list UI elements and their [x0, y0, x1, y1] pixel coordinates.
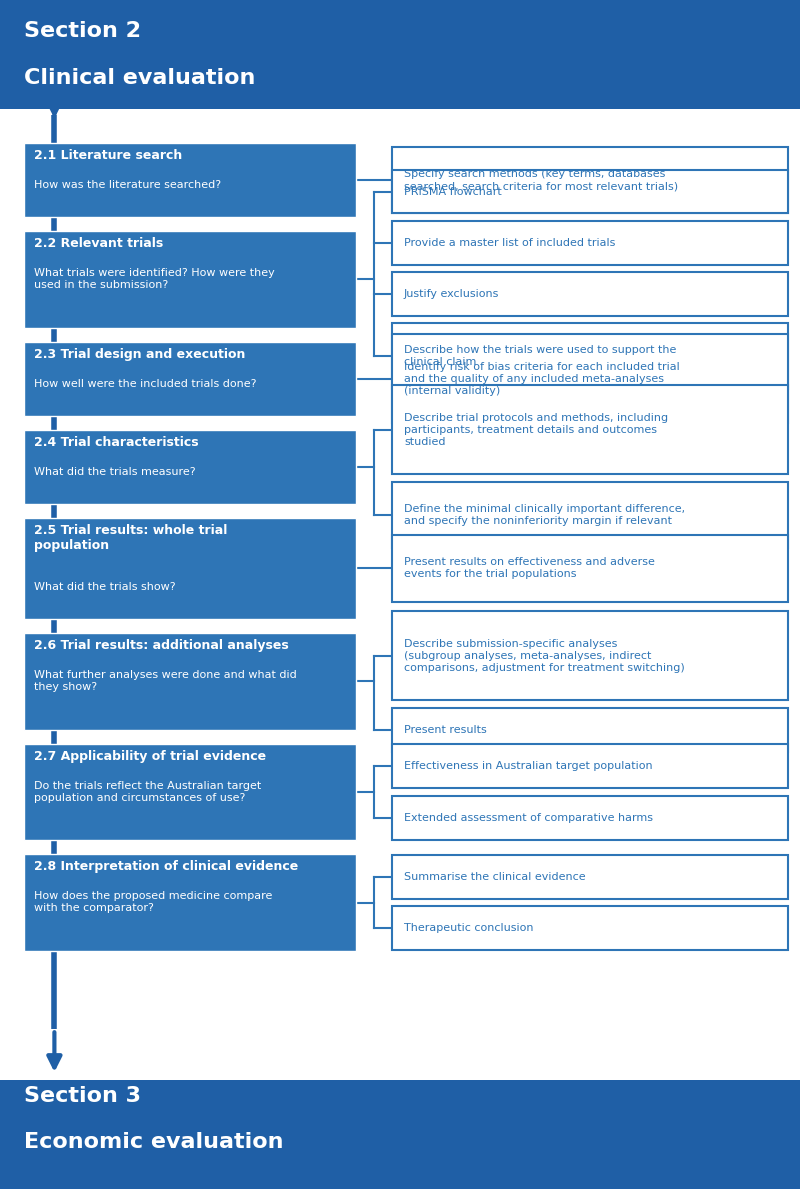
Text: Identify risk of bias criteria for each included trial
and the quality of any in: Identify risk of bias criteria for each … [404, 361, 680, 396]
Text: Summarise the clinical evidence: Summarise the clinical evidence [404, 872, 586, 882]
FancyBboxPatch shape [392, 707, 788, 751]
FancyBboxPatch shape [24, 232, 356, 328]
Text: Describe trial protocols and methods, including
participants, treatment details : Describe trial protocols and methods, in… [404, 413, 668, 447]
Text: Describe how the trials were used to support the
clinical claim: Describe how the trials were used to sup… [404, 345, 676, 367]
Text: How does the proposed medicine compare
with the comparator?: How does the proposed medicine compare w… [34, 892, 273, 913]
Text: Describe submission-specific analyses
(subgroup analyses, meta-analyses, indirec: Describe submission-specific analyses (s… [404, 638, 685, 673]
Text: 2.5 Trial results: whole trial
population: 2.5 Trial results: whole trial populatio… [34, 524, 228, 553]
FancyBboxPatch shape [24, 634, 356, 730]
FancyBboxPatch shape [24, 342, 356, 416]
Text: Present results: Present results [404, 724, 486, 735]
FancyBboxPatch shape [392, 385, 788, 474]
FancyBboxPatch shape [24, 744, 356, 841]
FancyBboxPatch shape [392, 170, 788, 214]
Text: How was the literature searched?: How was the literature searched? [34, 181, 222, 190]
FancyBboxPatch shape [392, 795, 788, 839]
Text: Clinical evaluation: Clinical evaluation [24, 68, 255, 88]
FancyBboxPatch shape [392, 147, 788, 214]
Text: Section 3: Section 3 [24, 1086, 141, 1106]
Text: 2.8 Interpretation of clinical evidence: 2.8 Interpretation of clinical evidence [34, 861, 298, 873]
Text: 2.7 Applicability of trial evidence: 2.7 Applicability of trial evidence [34, 750, 266, 762]
Text: What did the trials show?: What did the trials show? [34, 583, 176, 592]
Text: What trials were identified? How were they
used in the submission?: What trials were identified? How were th… [34, 269, 275, 290]
Text: Therapeutic conclusion: Therapeutic conclusion [404, 923, 534, 933]
FancyBboxPatch shape [24, 518, 356, 619]
Text: Extended assessment of comparative harms: Extended assessment of comparative harms [404, 812, 653, 823]
FancyBboxPatch shape [24, 144, 356, 218]
Text: Do the trials reflect the Australian target
population and circumstances of use?: Do the trials reflect the Australian tar… [34, 781, 262, 803]
Text: Specify search methods (key terms, databases
searched, search criteria for most : Specify search methods (key terms, datab… [404, 169, 678, 191]
FancyBboxPatch shape [0, 0, 800, 109]
FancyBboxPatch shape [392, 535, 788, 602]
FancyBboxPatch shape [392, 323, 788, 390]
Text: 2.6 Trial results: additional analyses: 2.6 Trial results: additional analyses [34, 640, 289, 652]
FancyBboxPatch shape [24, 855, 356, 951]
FancyBboxPatch shape [0, 1080, 800, 1189]
Text: What further analyses were done and what did
they show?: What further analyses were done and what… [34, 671, 297, 692]
Text: 2.2 Relevant trials: 2.2 Relevant trials [34, 238, 164, 250]
Text: Present results on effectiveness and adverse
events for the trial populations: Present results on effectiveness and adv… [404, 558, 655, 579]
FancyBboxPatch shape [392, 272, 788, 316]
FancyBboxPatch shape [392, 906, 788, 950]
Text: Section 2: Section 2 [24, 21, 141, 42]
Text: Effectiveness in Australian target population: Effectiveness in Australian target popul… [404, 761, 653, 772]
Text: Justify exclusions: Justify exclusions [404, 289, 499, 298]
Text: 2.4 Trial characteristics: 2.4 Trial characteristics [34, 436, 199, 448]
FancyBboxPatch shape [392, 744, 788, 788]
FancyBboxPatch shape [392, 482, 788, 548]
Text: Define the minimal clinically important difference,
and specify the noninferiori: Define the minimal clinically important … [404, 504, 685, 526]
FancyBboxPatch shape [392, 855, 788, 899]
FancyBboxPatch shape [392, 221, 788, 265]
Text: How well were the included trials done?: How well were the included trials done? [34, 379, 257, 389]
Text: PRISMA flowchart: PRISMA flowchart [404, 187, 502, 196]
FancyBboxPatch shape [392, 334, 788, 423]
FancyBboxPatch shape [392, 611, 788, 700]
Text: Economic evaluation: Economic evaluation [24, 1132, 283, 1152]
FancyBboxPatch shape [24, 430, 356, 504]
Text: 2.3 Trial design and execution: 2.3 Trial design and execution [34, 348, 246, 360]
Text: Provide a master list of included trials: Provide a master list of included trials [404, 238, 615, 247]
Text: 2.1 Literature search: 2.1 Literature search [34, 150, 182, 162]
Text: What did the trials measure?: What did the trials measure? [34, 467, 196, 477]
